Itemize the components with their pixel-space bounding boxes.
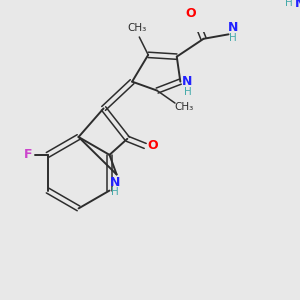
Text: N: N bbox=[295, 0, 300, 10]
Text: CH₃: CH₃ bbox=[128, 23, 147, 33]
Text: O: O bbox=[186, 7, 196, 20]
Text: O: O bbox=[147, 140, 158, 152]
Text: H: H bbox=[229, 33, 237, 43]
Text: H: H bbox=[284, 0, 292, 8]
Text: N: N bbox=[182, 75, 193, 88]
Text: N: N bbox=[110, 176, 120, 189]
Text: F: F bbox=[24, 148, 32, 161]
Text: H: H bbox=[111, 188, 119, 197]
Text: N: N bbox=[228, 21, 238, 34]
Text: H: H bbox=[184, 87, 191, 98]
Text: CH₃: CH₃ bbox=[174, 102, 194, 112]
